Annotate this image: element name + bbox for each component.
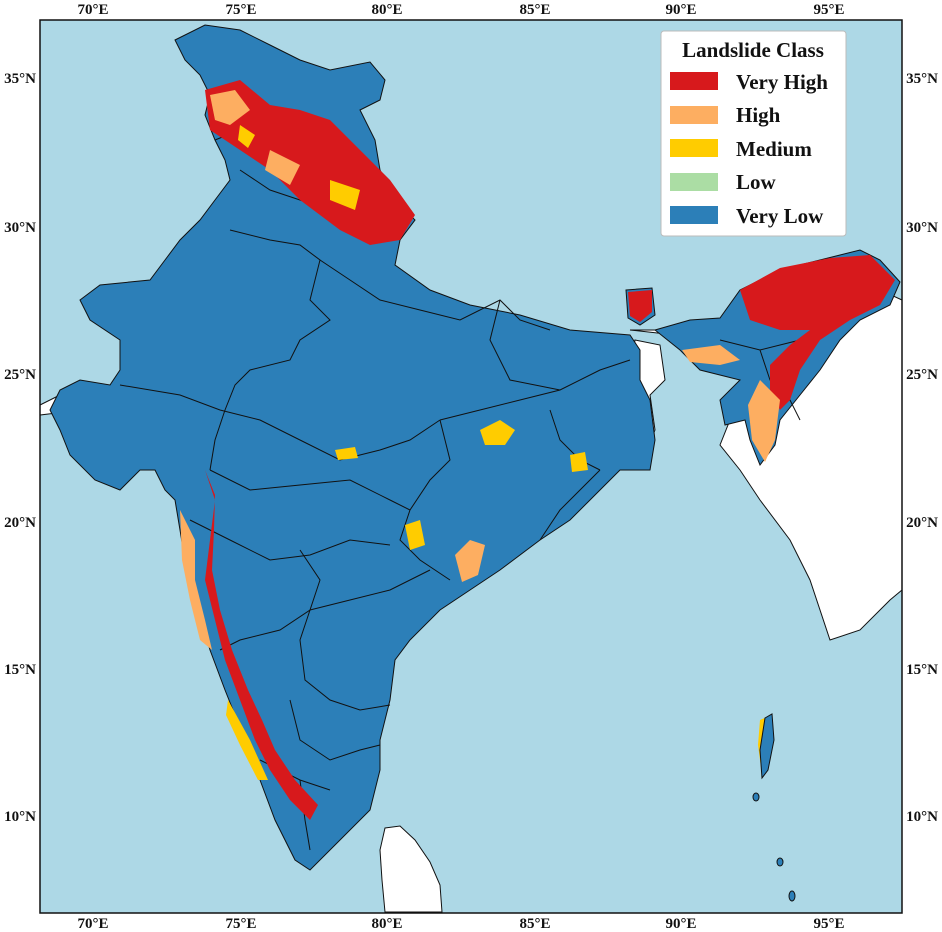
lon-label-95: 95°E [813,2,844,18]
legend-title: Landslide Class [682,38,824,62]
legend-label-medium: Medium [736,137,812,161]
latitude-labels-left: 35°N 30°N 25°N 20°N 15°N 10°N [4,71,36,825]
legend-label-high: High [736,103,781,127]
legend-swatch-low [670,173,718,191]
lon-label-75-bottom: 75°E [225,916,256,932]
susceptibility-patches [180,80,895,820]
legend-swatch-very-high [670,72,718,90]
legend-label-low: Low [736,170,777,194]
legend-label-very-low: Very Low [736,204,824,228]
lat-label-30-right: 30°N [906,220,938,236]
lon-label-70: 70°E [77,2,108,18]
lat-label-30: 30°N [4,220,36,236]
lat-label-35: 35°N [4,71,36,87]
legend-swatch-high [670,106,718,124]
lon-label-85-bottom: 85°E [519,916,550,932]
legend: Landslide Class Very High High Medium Lo… [660,30,847,237]
lon-label-80: 80°E [371,2,402,18]
lat-label-15-right: 15°N [906,662,938,678]
lat-label-35-right: 35°N [906,71,938,87]
lon-label-90-bottom: 90°E [665,916,696,932]
longitude-labels-top: 70°E 75°E 80°E 85°E 90°E 95°E [77,2,844,18]
lat-label-25-right: 25°N [906,367,938,383]
lat-label-20-right: 20°N [906,515,938,531]
lon-label-95-bottom: 95°E [813,916,844,932]
legend-label-very-high: Very High [736,70,828,94]
lon-label-90: 90°E [665,2,696,18]
andaman-islands [752,713,796,902]
latitude-labels-right: 35°N 30°N 25°N 20°N 15°N 10°N [906,71,938,825]
lon-label-80-bottom: 80°E [371,916,402,932]
lat-label-10: 10°N [4,809,36,825]
longitude-labels-bottom: 70°E 75°E 80°E 85°E 90°E 95°E [77,916,844,932]
legend-swatch-medium [670,139,718,157]
lat-label-15: 15°N [4,662,36,678]
lat-label-20: 20°N [4,515,36,531]
lon-label-85: 85°E [519,2,550,18]
lat-label-25: 25°N [4,367,36,383]
map-frame [39,19,903,914]
lat-label-10-right: 10°N [906,809,938,825]
lon-label-70-bottom: 70°E [77,916,108,932]
legend-swatch-very-low [670,206,718,224]
lon-label-75: 75°E [225,2,256,18]
